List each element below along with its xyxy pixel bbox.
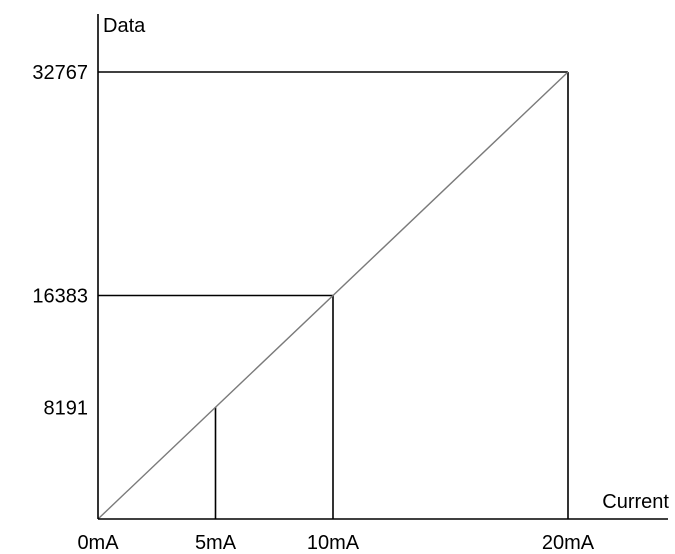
x-tick-label: 5mA — [195, 532, 237, 554]
y-tick-label: 32767 — [32, 62, 88, 84]
x-tick-label: 0mA — [77, 532, 119, 554]
y-tick-label: 8191 — [44, 397, 89, 419]
x-tick-label: 10mA — [307, 532, 360, 554]
series-layer — [97, 71, 569, 520]
x-axis-label: Current — [602, 491, 669, 513]
series-line-0 — [97, 71, 569, 520]
axes — [97, 14, 668, 520]
x-tick-labels: 0mA 5mA 10mA 20mA — [77, 532, 594, 554]
x-tick-label: 20mA — [542, 532, 595, 554]
y-axis-label: Data — [103, 15, 146, 37]
y-tick-labels: 8191 16383 32767 — [32, 62, 88, 419]
guide-lines — [98, 71, 569, 519]
y-tick-label: 16383 — [32, 286, 88, 308]
